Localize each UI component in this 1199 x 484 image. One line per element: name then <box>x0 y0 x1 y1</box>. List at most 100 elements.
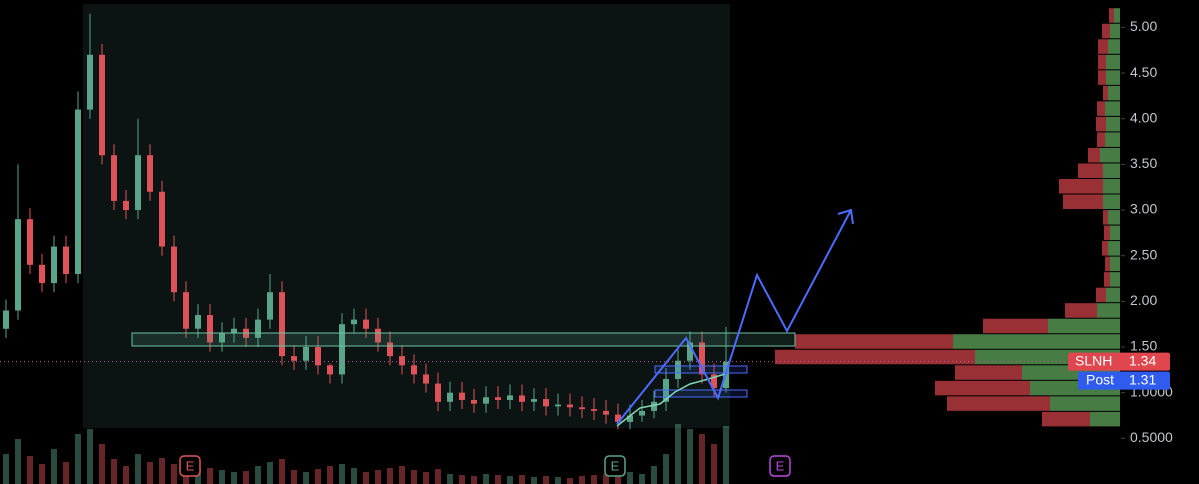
symbol-tag <box>1068 352 1170 371</box>
post-label: Post <box>1086 371 1114 387</box>
candle-body <box>531 399 537 402</box>
profile-sell <box>775 349 975 365</box>
profile-buy <box>1048 318 1120 334</box>
volume-bar <box>303 472 309 484</box>
candle-body <box>387 342 393 357</box>
profile-buy <box>1097 303 1120 318</box>
volume-bar <box>399 466 405 484</box>
candle-body <box>111 155 117 201</box>
volume-bar <box>507 476 513 484</box>
volume-bar <box>435 469 441 484</box>
volume-bar <box>603 474 609 484</box>
candle-body <box>291 356 297 361</box>
profile-sell <box>1098 70 1106 85</box>
volume-bar <box>567 478 573 484</box>
profile-sell <box>1097 101 1105 116</box>
resistance-zone <box>131 332 796 347</box>
candle-body <box>267 292 273 320</box>
volume-bar <box>27 456 33 484</box>
profile-buy <box>1050 396 1120 411</box>
event-label: E <box>186 458 195 473</box>
volume-bar <box>375 470 381 484</box>
candle-body <box>3 310 9 329</box>
candle-body <box>219 333 225 343</box>
candle-body <box>279 292 285 357</box>
post-tag <box>1078 371 1170 390</box>
post-price-label: 1.31 <box>1129 371 1156 387</box>
profile-sell <box>1102 23 1110 39</box>
profile-buy <box>1108 39 1120 54</box>
volume-bar <box>279 459 285 484</box>
volume-bar <box>87 429 93 484</box>
candle-body <box>123 200 129 211</box>
profile-sell <box>1105 256 1110 272</box>
candle-body <box>627 415 633 422</box>
candle-body <box>555 404 561 407</box>
volume-bar <box>543 476 549 484</box>
candle-body <box>675 360 681 379</box>
profile-sell <box>1098 54 1106 70</box>
candle-body <box>615 414 621 422</box>
profile-buy <box>1106 70 1120 85</box>
profile-buy <box>1090 411 1120 427</box>
profile-buy <box>1105 101 1120 116</box>
event-marker[interactable] <box>769 455 791 477</box>
candle-body <box>255 319 261 338</box>
candle-body <box>351 319 357 325</box>
volume-bar <box>615 470 621 484</box>
y-tick-label: 3.50 <box>1130 155 1157 171</box>
candle-body <box>27 219 33 265</box>
candle-body <box>87 54 93 110</box>
candle-body <box>411 365 417 375</box>
profile-sell <box>1078 163 1103 178</box>
volume-bar <box>123 466 129 484</box>
event-marker[interactable] <box>179 455 201 477</box>
volume-bar <box>39 464 45 484</box>
profile-sell <box>1104 225 1110 241</box>
candle-body <box>63 246 69 274</box>
candle-body <box>543 399 549 407</box>
volume-bar <box>231 472 237 484</box>
profile-buy <box>1110 23 1120 39</box>
candle-body <box>339 324 345 375</box>
profile-buy <box>1108 210 1120 225</box>
projection-path <box>616 209 852 425</box>
y-tick-label: 4.00 <box>1130 109 1157 125</box>
volume-bar <box>639 474 645 484</box>
candle-body <box>711 374 717 389</box>
volume-bar <box>591 475 597 484</box>
profile-sell <box>1096 116 1106 132</box>
profile-sell <box>1098 39 1108 54</box>
candle-body <box>171 246 177 293</box>
volume-bar <box>243 471 249 484</box>
volume-profile <box>775 8 1120 427</box>
candle-body <box>603 410 609 415</box>
y-tick-label: 4.50 <box>1130 64 1157 80</box>
profile-buy <box>1106 287 1120 303</box>
volume-bar <box>423 472 429 484</box>
volume-bar <box>291 470 297 484</box>
candles <box>3 13 729 430</box>
volume-bar <box>147 462 153 484</box>
volume-bar <box>267 462 273 484</box>
event-marker[interactable] <box>604 455 626 477</box>
volume-bar <box>495 475 501 484</box>
profile-buy <box>1100 147 1120 163</box>
candle-body <box>435 383 441 402</box>
candle-body <box>495 397 501 400</box>
candle-body <box>471 399 477 404</box>
candle-body <box>459 392 465 400</box>
volume-bar <box>351 468 357 484</box>
event-label: E <box>611 458 620 473</box>
candle-body <box>639 410 645 416</box>
volume-bar <box>663 454 669 484</box>
volume-bar <box>579 476 585 484</box>
volume-bar <box>459 475 465 484</box>
volume-bar <box>195 469 201 484</box>
profile-buy <box>1110 225 1120 241</box>
profile-buy <box>1103 178 1120 194</box>
candle-body <box>687 342 693 361</box>
volume-bar <box>531 477 537 484</box>
profile-sell <box>983 318 1048 334</box>
